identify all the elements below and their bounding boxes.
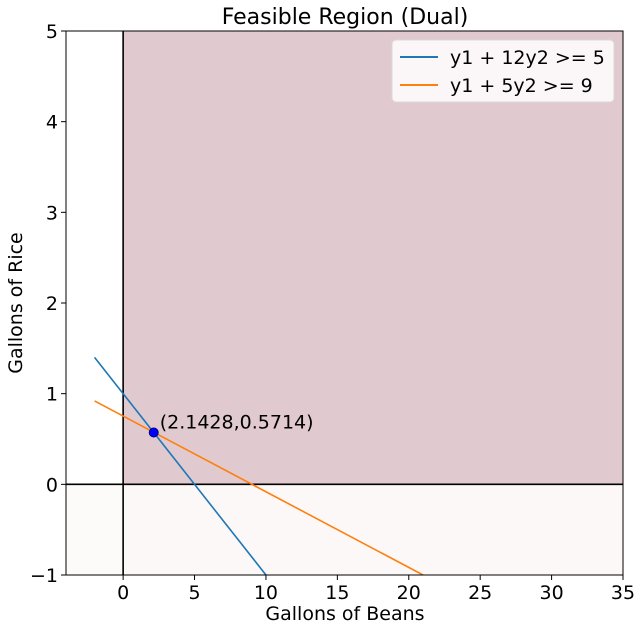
x-tick-label: 25 [468,582,492,604]
x-tick-label: 5 [188,582,200,604]
y-tick-label: 4 [46,112,58,134]
region-0 [123,31,623,485]
x-ticks: 0 5 10 15 20 25 30 35 [117,575,635,604]
legend-label-2: y1 + 5y2 >= 9 [450,75,593,97]
x-axis-label: Gallons of Beans [265,603,424,625]
legend: y1 + 12y2 >= 5 y1 + 5y2 >= 9 [391,39,615,103]
y-tick-label: 2 [46,293,58,315]
y-tick-label: 5 [46,21,58,43]
shaded-regions [66,31,623,575]
series-line-2 [94,400,424,576]
x-tick-label: 10 [254,582,278,604]
y-ticks: −1 0 1 2 3 4 5 [30,21,66,587]
reference-lines [66,31,623,575]
x-tick-label: 20 [397,582,421,604]
y-tick-label: 0 [46,474,58,496]
region-2 [123,484,623,575]
series-line-1 [93,356,267,576]
chart-title: Feasible Region (Dual) [222,5,469,30]
legend-label-1: y1 + 12y2 >= 5 [450,47,605,69]
series-lines [93,356,424,576]
y-tick-label: 1 [46,384,58,406]
y-tick-label: 3 [46,202,58,224]
x-tick-label: 15 [325,582,349,604]
y-axis-label: Gallons of Rice [5,232,27,374]
annotation-label: (2.1428,0.5714) [160,412,314,434]
x-tick-label: 35 [611,582,635,604]
x-tick-label: 30 [539,582,563,604]
legend-box [391,39,615,103]
y-tick-label: −1 [30,565,58,587]
intersection-point [148,427,159,438]
x-tick-label: 0 [117,582,129,604]
intersection-point-layer [148,427,159,438]
